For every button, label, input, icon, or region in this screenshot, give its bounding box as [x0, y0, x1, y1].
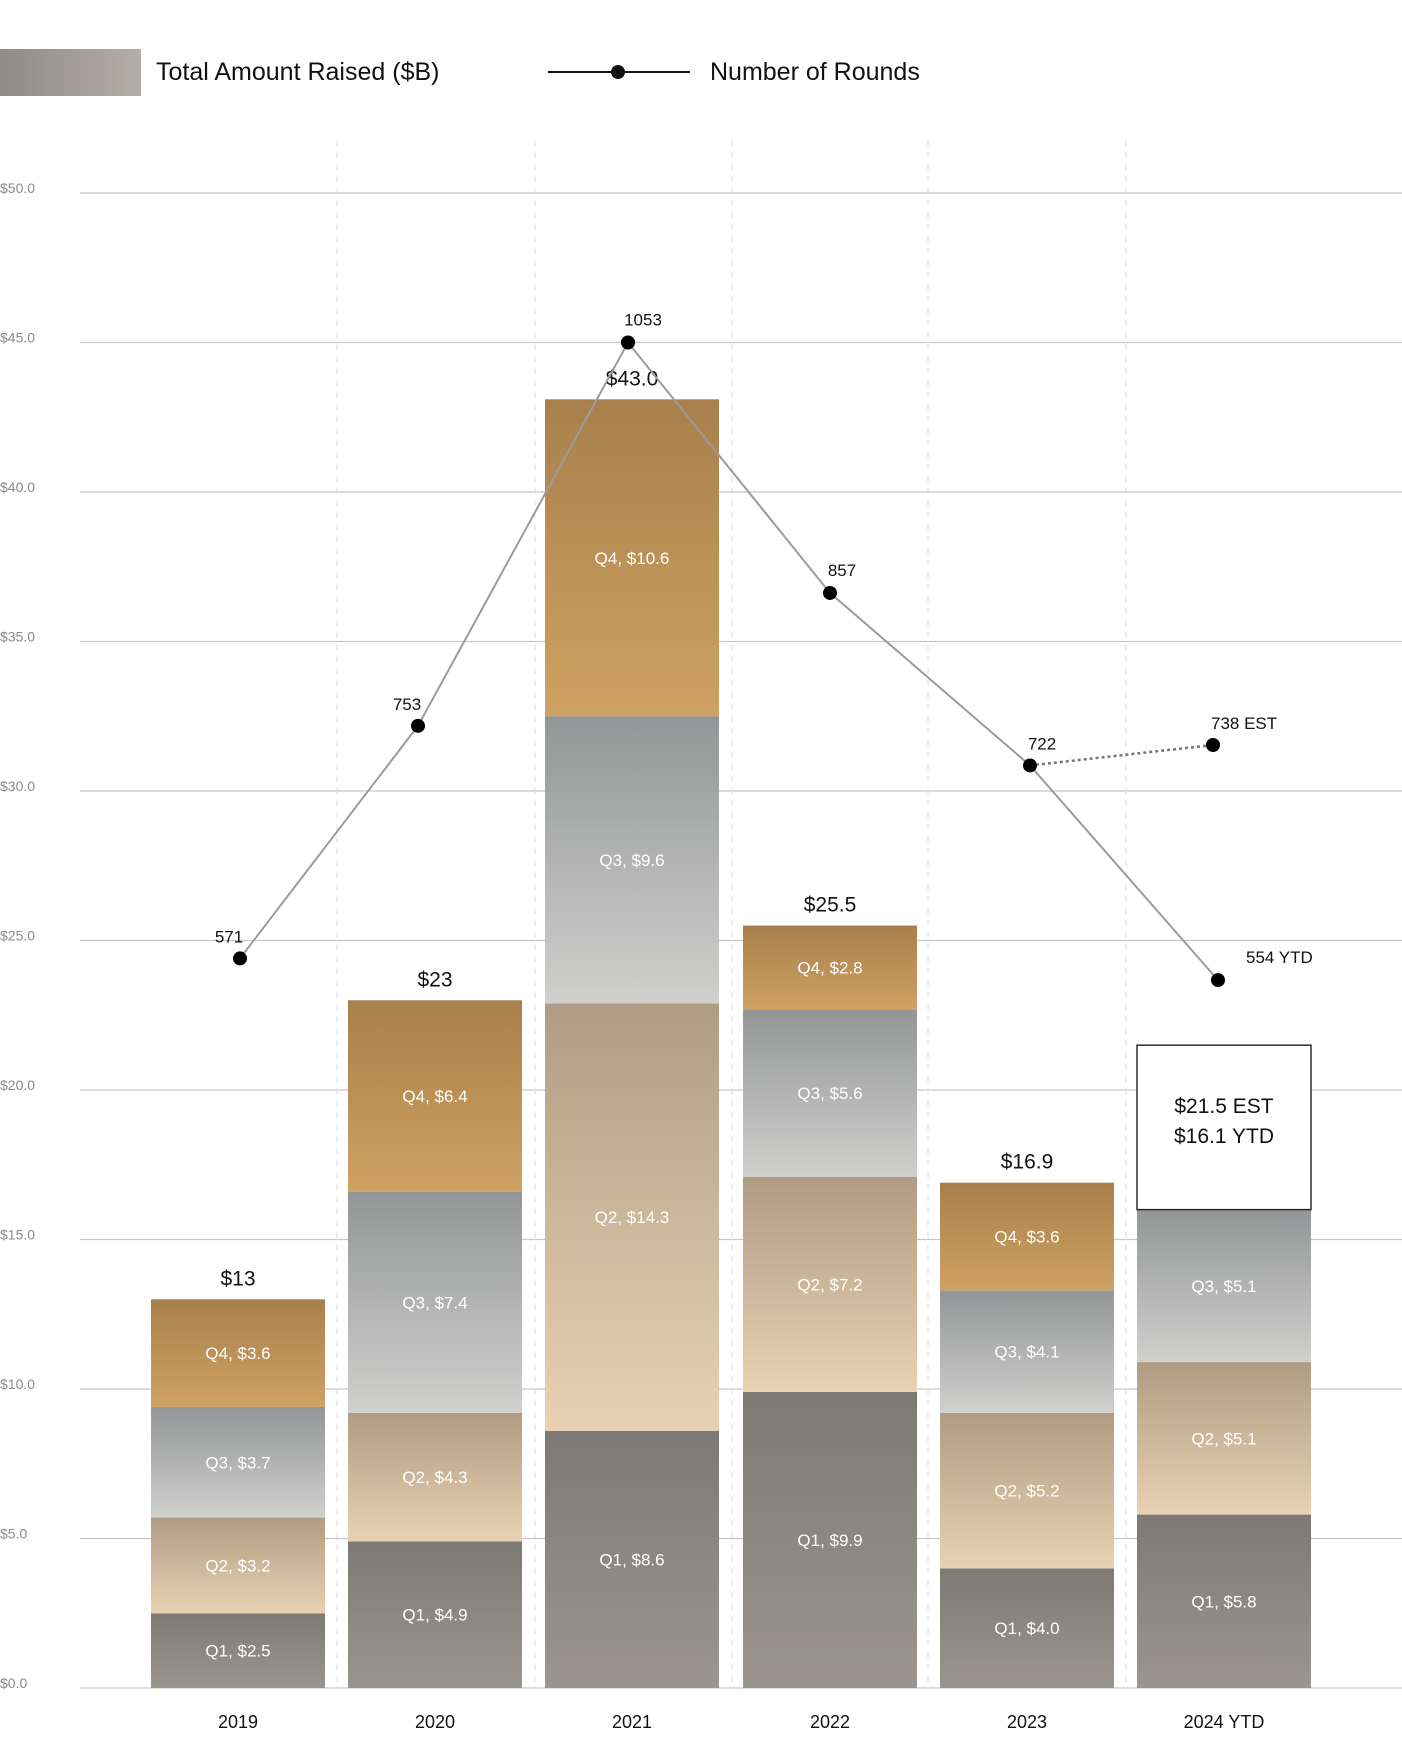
legend-line-dot — [611, 65, 625, 79]
bar-segment — [151, 1406, 325, 1518]
bar-segment — [151, 1517, 325, 1614]
y-tick-label: $45.0 — [0, 330, 35, 346]
rounds-label: 554 YTD — [1246, 948, 1313, 967]
y-tick-label: $25.0 — [0, 928, 35, 944]
x-tick-label: 2019 — [218, 1712, 258, 1732]
bar-segment-label: Q1, $2.5 — [205, 1642, 270, 1661]
bar-segment-label: Q4, $3.6 — [205, 1344, 270, 1363]
bar-segment — [743, 1176, 917, 1392]
x-tick-label: 2022 — [810, 1712, 850, 1732]
bar-segment — [151, 1613, 325, 1688]
bar-segment-label: Q4, $3.6 — [994, 1228, 1059, 1247]
bar-segment-label: Q2, $14.3 — [595, 1208, 670, 1227]
y-tick-label: $35.0 — [0, 629, 35, 645]
bar-segment — [348, 1191, 522, 1413]
bar-total-label: $25.5 — [804, 894, 857, 917]
chart-legend: Total Amount Raised ($B) Number of Round… — [0, 48, 1402, 100]
bar-segment-label: Q1, $8.6 — [599, 1550, 664, 1569]
bar-segment-label: Q3, $4.1 — [994, 1343, 1059, 1362]
y-tick-label: $0.0 — [0, 1675, 27, 1691]
bar-segment — [940, 1568, 1114, 1688]
bar-segment — [940, 1290, 1114, 1413]
bar-segment — [1137, 1514, 1311, 1688]
bar-segment — [743, 1009, 917, 1177]
rounds-label: 1053 — [624, 311, 662, 330]
bar-segment — [940, 1412, 1114, 1569]
bar-total-label: $43.0 — [606, 367, 659, 390]
estimate-box — [1136, 1044, 1312, 1211]
rounds-label: 722 — [1028, 734, 1056, 753]
legend-bar-swatch — [0, 49, 141, 96]
bar-segment — [940, 1182, 1114, 1291]
estimate-box-line: $21.5 EST — [1174, 1095, 1273, 1118]
legend-line-label: Number of Rounds — [710, 58, 920, 86]
rounds-point — [411, 718, 425, 733]
rounds-point — [823, 585, 837, 600]
rounds-line — [239, 340, 1219, 981]
rounds-point — [1211, 973, 1225, 988]
bar-segment — [545, 716, 719, 1004]
bar-total-label: $16.9 — [1001, 1151, 1054, 1174]
rounds-label: 571 — [215, 927, 243, 946]
y-tick-label: $50.0 — [0, 180, 35, 196]
bar-segment — [348, 1412, 522, 1542]
bar-segment — [743, 1391, 917, 1688]
bar-segment — [151, 1299, 325, 1407]
bar-segment-label: Q3, $5.1 — [1191, 1277, 1256, 1296]
bar-segment-label: Q4, $2.8 — [797, 958, 862, 977]
bar-segment — [545, 399, 719, 717]
bar-segment-label: Q2, $7.2 — [797, 1275, 862, 1294]
bar-segment — [545, 1430, 719, 1688]
y-tick-label: $10.0 — [0, 1376, 35, 1392]
bar-segment-label: Q1, $9.9 — [797, 1531, 862, 1550]
bar-segment-label: Q3, $5.6 — [797, 1084, 862, 1103]
bar-segment-label: Q4, $10.6 — [595, 549, 670, 568]
bar-segment-label: Q3, $7.4 — [402, 1293, 467, 1312]
bar-segment-label: Q4, $6.4 — [402, 1087, 467, 1106]
bar-segment — [545, 1003, 719, 1431]
rounds-estimate-line — [1029, 743, 1214, 767]
legend-bar-label: Total Amount Raised ($B) — [156, 58, 440, 86]
x-tick-label: 2021 — [612, 1712, 652, 1732]
bar-segment-label: Q1, $4.0 — [994, 1619, 1059, 1638]
bar-segment-label: Q3, $9.6 — [599, 851, 664, 870]
rounds-point — [621, 335, 635, 350]
x-tick-label: 2023 — [1007, 1712, 1047, 1732]
bar-segment-label: Q3, $3.7 — [205, 1453, 270, 1472]
y-tick-label: $15.0 — [0, 1227, 35, 1243]
bar-segment-label: Q1, $5.8 — [1191, 1592, 1256, 1611]
rounds-label: 753 — [393, 695, 421, 714]
bar-segment — [1137, 1209, 1311, 1363]
bar-segment — [348, 1541, 522, 1688]
bar-segment-label: Q2, $3.2 — [205, 1556, 270, 1575]
rounds-label: 857 — [828, 561, 856, 580]
rounds-point — [233, 951, 247, 966]
y-tick-label: $30.0 — [0, 778, 35, 794]
bar-segment — [1137, 1362, 1311, 1515]
y-tick-label: $40.0 — [0, 479, 35, 495]
y-tick-label: $5.0 — [0, 1526, 27, 1542]
bar-total-label: $13 — [220, 1267, 255, 1290]
bar-total-label: $23 — [417, 968, 452, 991]
bar-segment-label: Q2, $4.3 — [402, 1468, 467, 1487]
bar-segment-label: Q2, $5.2 — [994, 1482, 1059, 1501]
rounds-estimate-point — [1206, 738, 1220, 752]
x-tick-label: 2024 YTD — [1184, 1712, 1265, 1732]
x-tick-label: 2020 — [415, 1712, 455, 1732]
y-tick-label: $20.0 — [0, 1077, 35, 1093]
bar-segment — [348, 1000, 522, 1192]
bar-segment-label: Q1, $4.9 — [402, 1606, 467, 1625]
estimate-box-line: $16.1 YTD — [1174, 1125, 1274, 1148]
bar-segment — [743, 925, 917, 1010]
rounds-point — [1023, 758, 1037, 773]
rounds-estimate-label: 738 EST — [1211, 714, 1277, 733]
bar-segment-label: Q2, $5.1 — [1191, 1429, 1256, 1448]
